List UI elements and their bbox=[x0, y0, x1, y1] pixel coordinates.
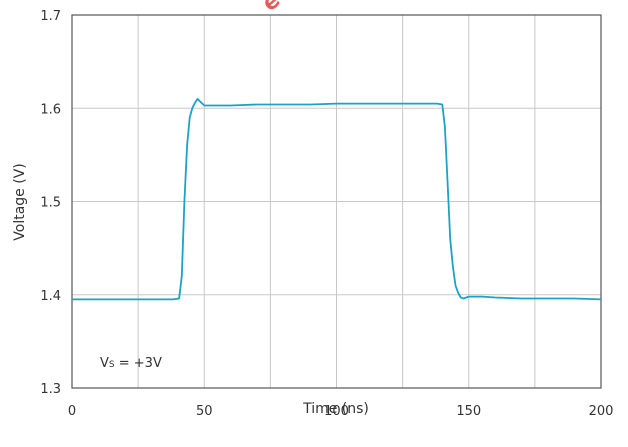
plot-frame bbox=[71, 14, 602, 389]
annotation-main: V bbox=[100, 356, 109, 371]
x-axis-label: Time (ns) bbox=[302, 401, 369, 417]
y-tick-label: 1.5 bbox=[40, 196, 61, 211]
supply-voltage-annotation: VS = +3V bbox=[100, 356, 162, 371]
x-tick-label: 150 bbox=[456, 404, 481, 419]
annotation-subscript: S bbox=[109, 360, 115, 370]
y-axis-label: Voltage (V) bbox=[12, 163, 28, 240]
y-tick-label: 1.4 bbox=[40, 289, 61, 304]
annotation-rest: = +3V bbox=[115, 356, 162, 371]
x-tick-label: 200 bbox=[589, 404, 614, 419]
y-tick-label: 1.6 bbox=[40, 102, 61, 117]
grid-lines bbox=[72, 15, 601, 388]
x-tick-label: 50 bbox=[196, 404, 213, 419]
x-tick-label: 100 bbox=[324, 404, 349, 419]
watermark: ed bbox=[258, 0, 298, 17]
y-tick-label: 1.7 bbox=[40, 9, 61, 24]
x-axis-ticks: 0 50 100 150 200 bbox=[68, 404, 614, 419]
voltage-series-line bbox=[72, 98, 602, 301]
y-axis-ticks: 1.3 1.4 1.5 1.6 1.7 bbox=[40, 9, 61, 397]
x-tick-label: 0 bbox=[68, 404, 76, 419]
y-tick-label: 1.3 bbox=[40, 382, 61, 397]
